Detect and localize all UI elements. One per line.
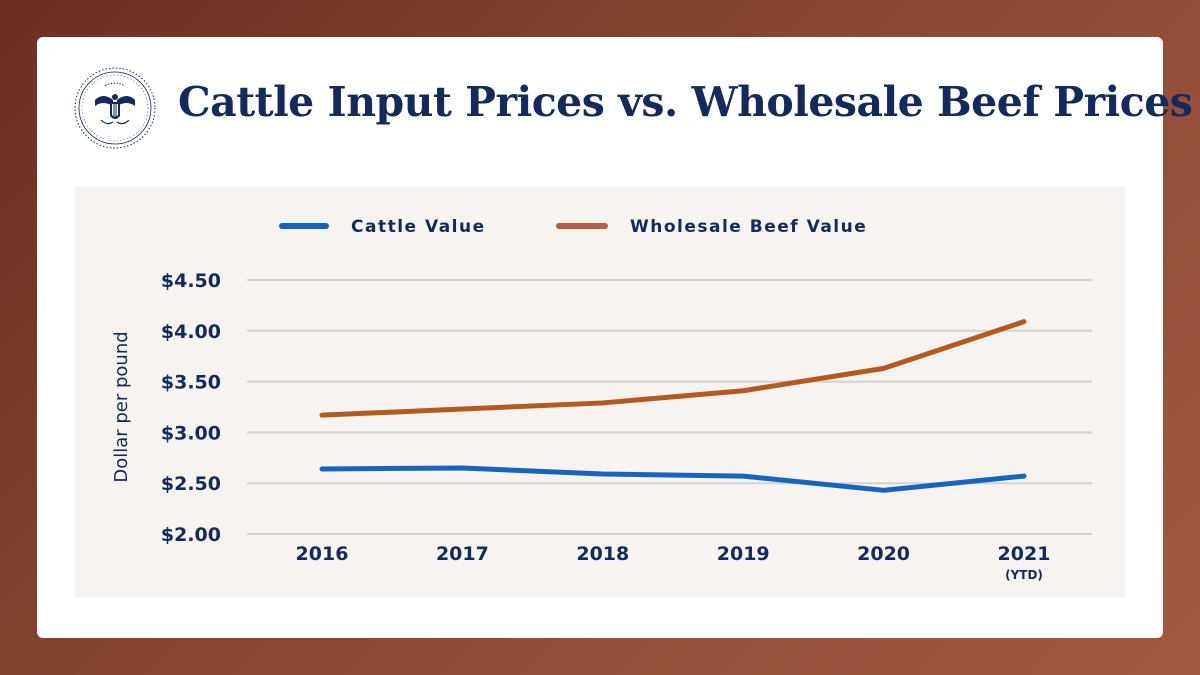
- legend-label: Wholesale Beef Value: [630, 217, 867, 237]
- x-tick-label: 2021: [998, 543, 1051, 565]
- y-tick-label: $4.00: [161, 321, 221, 343]
- x-tick-label: 2016: [296, 543, 349, 565]
- series-line-wholesale-beef-value: [319, 319, 1027, 418]
- y-tick-label: $2.00: [161, 524, 221, 546]
- y-tick-label: $2.50: [161, 473, 221, 495]
- y-tick-label: $3.50: [161, 372, 221, 394]
- page-title: Cattle Input Prices vs. Wholesale Beef P…: [178, 78, 1193, 126]
- line-chart: $4.50 $4.00 $3.50 $3.00 $2.50 $2.00 Dollar per…: [111, 217, 1092, 582]
- y-tick-label: $4.50: [161, 270, 221, 292]
- x-tick-label: 2017: [436, 543, 489, 565]
- legend-label: Cattle Value: [351, 217, 486, 237]
- x-tick-sublabel: (YTD): [1005, 568, 1043, 582]
- x-tick-label: 2020: [857, 543, 910, 565]
- x-tick-label: 2019: [717, 543, 770, 565]
- x-tick-label: 2018: [576, 543, 629, 565]
- y-tick-label: $3.00: [161, 422, 221, 444]
- y-axis-label: Dollar per pound: [111, 331, 132, 482]
- chart-panel: $4.50 $4.00 $3.50 $3.00 $2.50 $2.00 Dollar per…: [75, 187, 1125, 597]
- presidential-seal-icon: [74, 67, 156, 149]
- series-line-cattle-value: [319, 465, 1027, 493]
